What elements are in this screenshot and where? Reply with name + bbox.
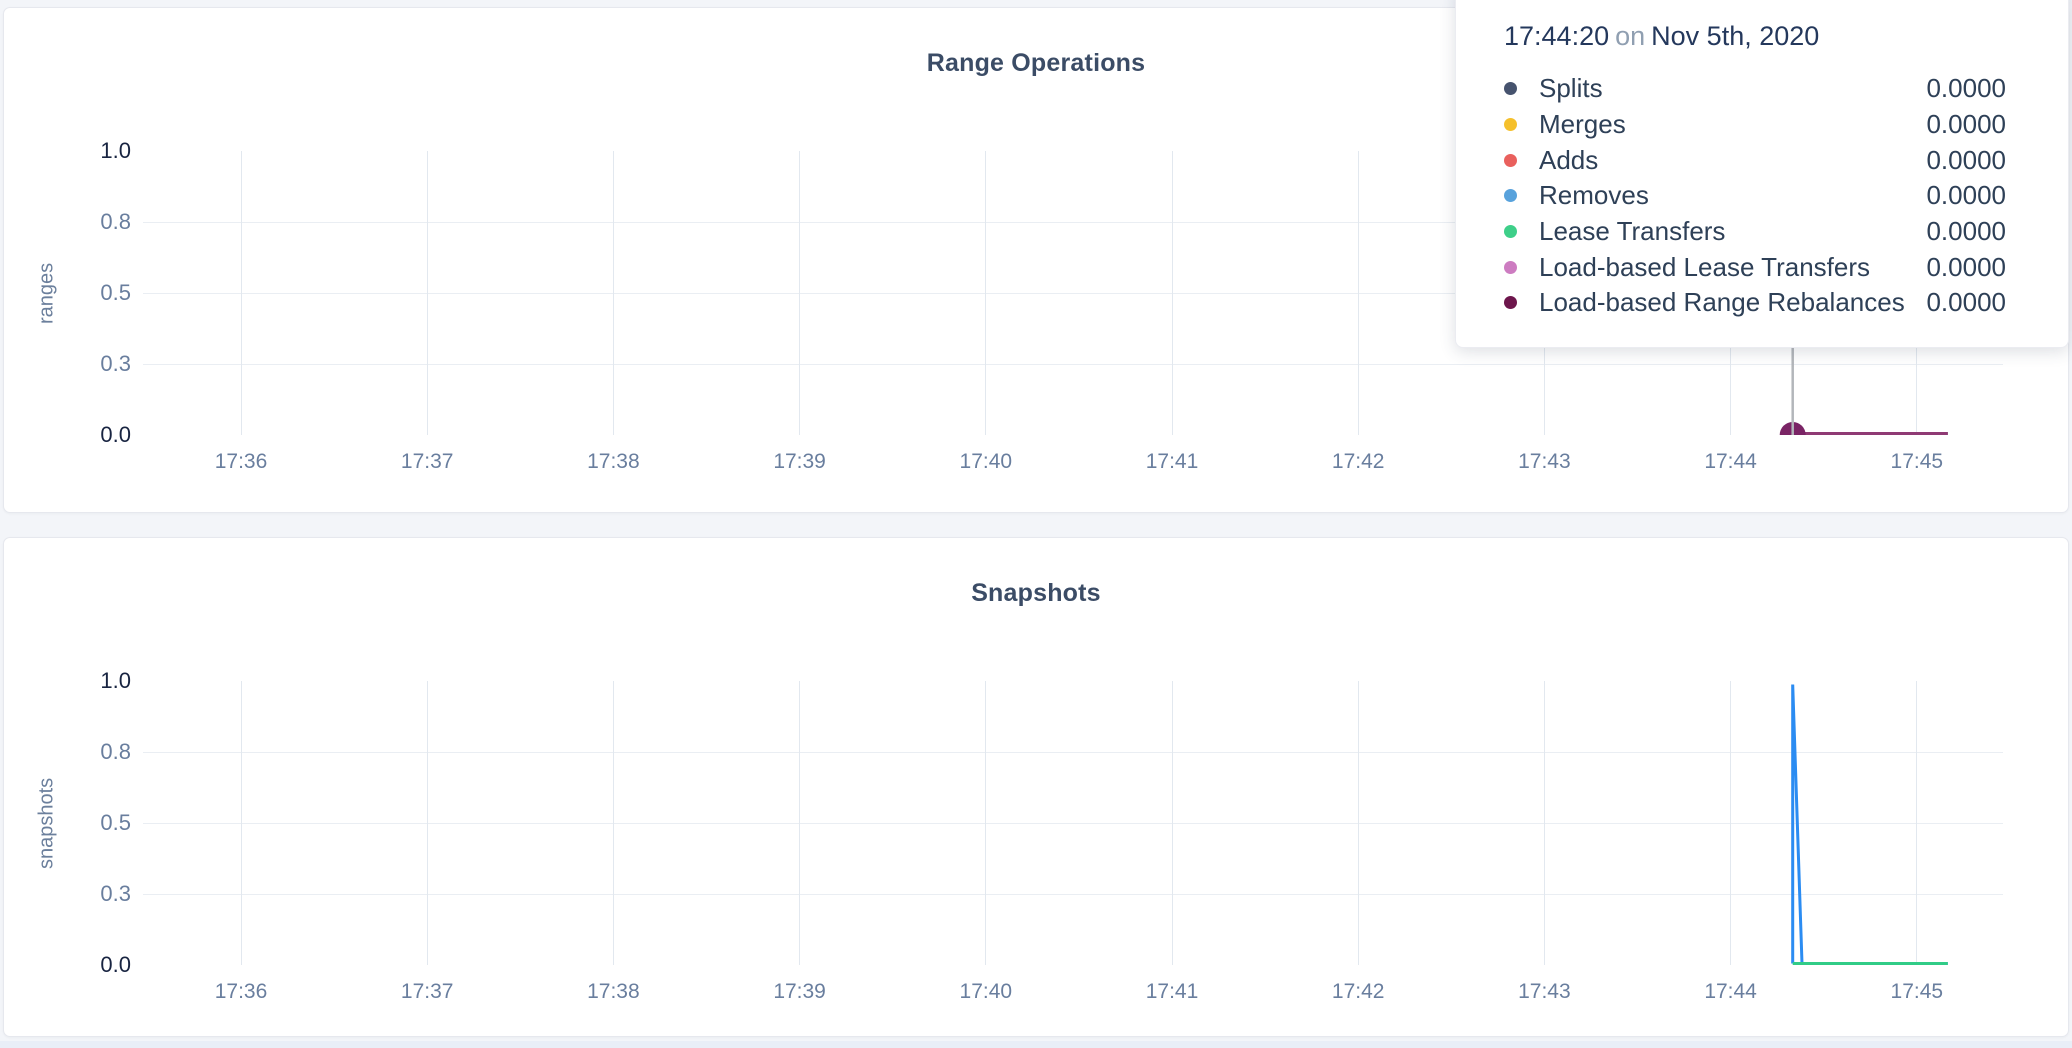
gridline-vertical xyxy=(1171,681,1173,965)
tooltip-series-value: 0.0000 xyxy=(1926,180,2006,211)
gridline-horizontal xyxy=(143,894,2003,895)
tooltip-series-label: Merges xyxy=(1539,109,1626,140)
tooltip-series-value: 0.0000 xyxy=(1926,251,2006,282)
series-color-dot-icon xyxy=(1504,153,1517,167)
x-tick-label: 17:40 xyxy=(959,980,1013,1003)
gridline-horizontal xyxy=(143,293,2003,294)
x-tick-label: 17:42 xyxy=(1331,980,1385,1003)
gridline-horizontal xyxy=(143,222,2003,223)
gridline-horizontal xyxy=(143,823,2003,824)
tooltip-series-row: Splits 0.0000 xyxy=(1504,71,2006,107)
tooltip-series-label: Splits xyxy=(1539,73,1603,104)
gridline-horizontal xyxy=(143,364,2003,365)
x-tick-label: 17:43 xyxy=(1518,980,1571,1003)
series-plot-svg xyxy=(1791,684,1948,965)
gridline-vertical xyxy=(985,151,987,435)
tooltip-time: 17:44:20 xyxy=(1504,21,1610,51)
y-tick-label: 0.3 xyxy=(100,881,131,906)
series-color-dot-icon xyxy=(1504,260,1517,274)
x-tick-label: 17:45 xyxy=(1890,450,1944,473)
tooltip-series-row: Removes 0.0000 xyxy=(1504,178,2006,214)
series-color-dot-icon xyxy=(1504,225,1517,239)
y-tick-label: 1.0 xyxy=(100,138,131,163)
gridline-vertical xyxy=(1357,681,1359,965)
x-tick-label: 17:39 xyxy=(773,980,826,1003)
tooltip-series-label: Removes xyxy=(1539,180,1649,211)
y-tick-label: 0.3 xyxy=(100,351,131,376)
series-color-dot-icon xyxy=(1504,189,1517,203)
plot-area-snapshots[interactable] xyxy=(143,681,2003,965)
tooltip-timestamp: 17:44:20 on Nov 5th, 2020 xyxy=(1504,21,2006,51)
gridline-vertical xyxy=(240,681,242,965)
x-tick-label: 17:38 xyxy=(587,980,640,1003)
y-tick-label: 1.0 xyxy=(100,668,131,693)
x-tick-label: 17:44 xyxy=(1704,450,1757,473)
gridline-vertical xyxy=(1357,151,1359,435)
tooltip-series-row: Merges 0.0000 xyxy=(1504,107,2006,143)
x-tick-label: 17:41 xyxy=(1145,980,1199,1003)
series-color-dot-icon xyxy=(1504,118,1517,132)
tooltip-series-value: 0.0000 xyxy=(1926,216,2006,247)
tooltip-series-label: Lease Transfers xyxy=(1539,216,1726,247)
tooltip-series-value: 0.0000 xyxy=(1926,287,2006,318)
x-tick-label: 17:42 xyxy=(1331,450,1385,473)
x-tick-label: 17:37 xyxy=(400,980,454,1003)
tooltip-series-value: 0.0000 xyxy=(1926,144,2006,175)
x-tick-label: 17:40 xyxy=(959,450,1013,473)
page-bottom-strip xyxy=(0,1041,2072,1048)
x-tick-label: 17:39 xyxy=(773,450,826,473)
tooltip-series-row: Adds 0.0000 xyxy=(1504,142,2006,178)
y-tick-label: 0.8 xyxy=(100,209,131,234)
tooltip-series-label: Load-based Range Rebalances xyxy=(1539,287,1905,318)
chart-title-range-operations: Range Operations xyxy=(926,49,1146,77)
tooltip-legend: Splits 0.0000 Merges 0.0000 Adds 0.0000 Remove… xyxy=(1504,71,2006,321)
gridline-vertical xyxy=(1916,681,1918,965)
y-tick-label: 0.8 xyxy=(100,739,131,764)
gridline-vertical xyxy=(799,681,801,965)
x-tick-label: 17:45 xyxy=(1890,980,1944,1003)
x-tick-label: 17:44 xyxy=(1704,980,1757,1003)
y-tick-label: 0.0 xyxy=(100,952,131,977)
x-tick-label: 17:37 xyxy=(400,450,454,473)
tooltip-series-value: 0.0000 xyxy=(1926,109,2006,140)
gridline-vertical xyxy=(799,151,801,435)
tooltip-series-label: Adds xyxy=(1539,144,1599,175)
series-color-dot-icon xyxy=(1504,296,1517,310)
tooltip-series-row: Lease Transfers 0.0000 xyxy=(1504,214,2006,250)
gridline-vertical xyxy=(1730,681,1732,965)
gridline-vertical xyxy=(240,151,242,435)
x-tick-label: 17:43 xyxy=(1518,450,1571,473)
gridline-vertical xyxy=(612,151,614,435)
tooltip-series-value: 0.0000 xyxy=(1926,73,2006,104)
gridline-vertical xyxy=(612,681,614,965)
gridline-vertical xyxy=(426,681,428,965)
series-plot-svg xyxy=(1779,151,1948,435)
gridline-vertical xyxy=(985,681,987,965)
y-tick-label: 0.0 xyxy=(100,422,131,447)
chart-hover-tooltip: 17:44:20 on Nov 5th, 2020 Splits 0.0000 Merg… xyxy=(1455,0,2069,348)
x-tick-label: 17:36 xyxy=(214,450,268,473)
tooltip-preposition: on xyxy=(1615,21,1646,51)
chart-title-snapshots: Snapshots xyxy=(971,579,1101,607)
gridline-horizontal xyxy=(143,752,2003,753)
x-tick-label: 17:41 xyxy=(1145,450,1199,473)
tooltip-date: Nov 5th, 2020 xyxy=(1651,21,1820,51)
x-tick-label: 17:38 xyxy=(587,450,640,473)
x-tick-label: 17:36 xyxy=(214,980,268,1003)
series-line xyxy=(1791,684,1948,965)
tooltip-series-row: Load-based Range Rebalances 0.0000 xyxy=(1504,285,2006,321)
gridline-vertical xyxy=(426,151,428,435)
series-color-dot-icon xyxy=(1504,82,1517,96)
tooltip-series-label: Load-based Lease Transfers xyxy=(1539,251,1870,282)
tooltip-series-row: Load-based Lease Transfers 0.0000 xyxy=(1504,249,2006,285)
chart-card-snapshots: Snapshots snapshots 17:36 17:37 17:38 17:39… xyxy=(3,537,2069,1037)
y-tick-label: 0.5 xyxy=(100,810,131,835)
gridline-vertical xyxy=(1171,151,1173,435)
y-tick-label: 0.5 xyxy=(100,280,131,305)
gridline-vertical xyxy=(1543,681,1545,965)
